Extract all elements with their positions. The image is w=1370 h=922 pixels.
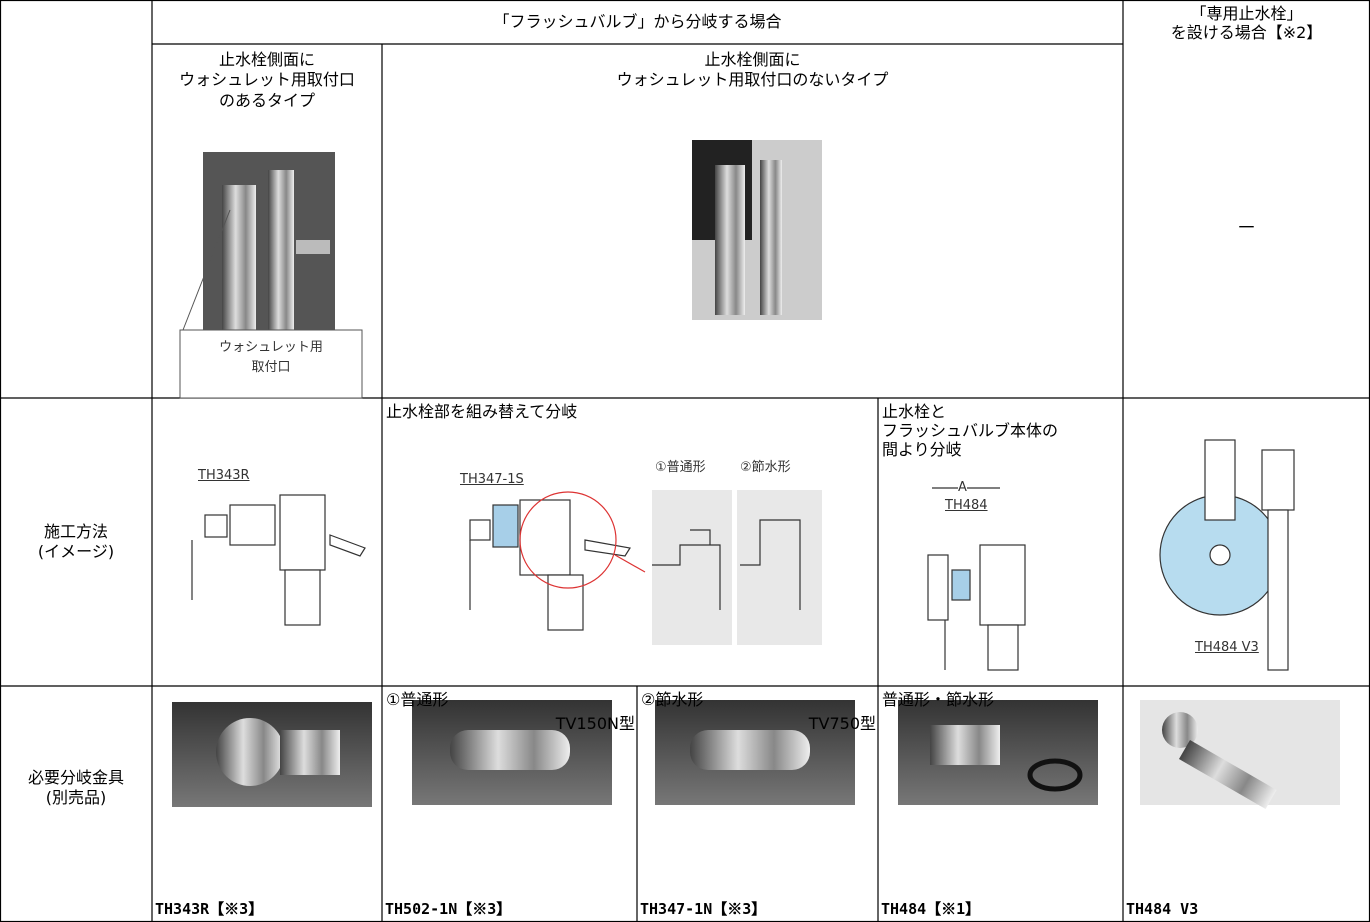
callout-text: 取付口 bbox=[251, 360, 291, 375]
part-label: TH347-1S bbox=[460, 472, 524, 487]
type-label: ウォシュレット用取付口のないタイプ bbox=[616, 70, 889, 89]
header-main: 「フラッシュバルブ」から分岐する場合 bbox=[493, 12, 782, 31]
fitting-title: ②節水形 bbox=[641, 690, 704, 709]
variant-label: ①普通形 bbox=[655, 460, 706, 475]
callout-text: ウォシュレット用 bbox=[219, 340, 323, 355]
row-label: 必要分岐金具 bbox=[27, 768, 124, 787]
method-text: 間より分岐 bbox=[882, 440, 962, 459]
type-label: ウォシュレット用取付口 bbox=[179, 70, 355, 89]
type-label: 止水栓側面に bbox=[704, 50, 801, 69]
method-text: 止水栓部を組み替えて分岐 bbox=[386, 402, 578, 421]
dash: － bbox=[1236, 215, 1257, 239]
header-dedicated: 「専用止水栓」 bbox=[1190, 4, 1303, 23]
part-label: TH343R bbox=[198, 468, 250, 483]
fitting-model: TV750型 bbox=[808, 714, 876, 733]
row-label: 施工方法 bbox=[43, 522, 108, 541]
callout bbox=[179, 209, 363, 399]
type-label: のあるタイプ bbox=[218, 91, 315, 110]
method-text: フラッシュバルブ本体の bbox=[882, 421, 1059, 440]
fitting-caption: TH484 V3 bbox=[1126, 900, 1199, 918]
row-label: (イメージ) bbox=[37, 542, 115, 561]
fitting-caption: TH347-1N【※3】 bbox=[640, 900, 767, 918]
header-dedicated: を設ける場合【※2】 bbox=[1170, 23, 1323, 42]
part-label: TH484 bbox=[945, 498, 988, 513]
fitting-model: TV150N型 bbox=[555, 714, 635, 733]
type-label: 止水栓側面に bbox=[218, 50, 315, 69]
dim-label: A bbox=[958, 480, 967, 496]
fitting-title: ①普通形 bbox=[386, 690, 449, 709]
row-label: (別売品) bbox=[45, 788, 107, 807]
photo-valve-noport bbox=[692, 140, 822, 320]
part-label: TH484 V3 bbox=[1195, 640, 1259, 656]
photo-valve-port bbox=[203, 152, 335, 345]
variant-label: ②節水形 bbox=[740, 460, 791, 475]
diagram bbox=[191, 439, 1295, 671]
fitting-title: 普通形・節水形 bbox=[882, 690, 995, 709]
fitting-caption: TH502-1N【※3】 bbox=[385, 900, 512, 918]
fitting-caption: TH484【※1】 bbox=[881, 900, 981, 918]
fitting-caption: TH343R【※3】 bbox=[155, 900, 264, 918]
method-text: 止水栓と bbox=[882, 402, 947, 421]
fitting-photos bbox=[172, 700, 1340, 810]
